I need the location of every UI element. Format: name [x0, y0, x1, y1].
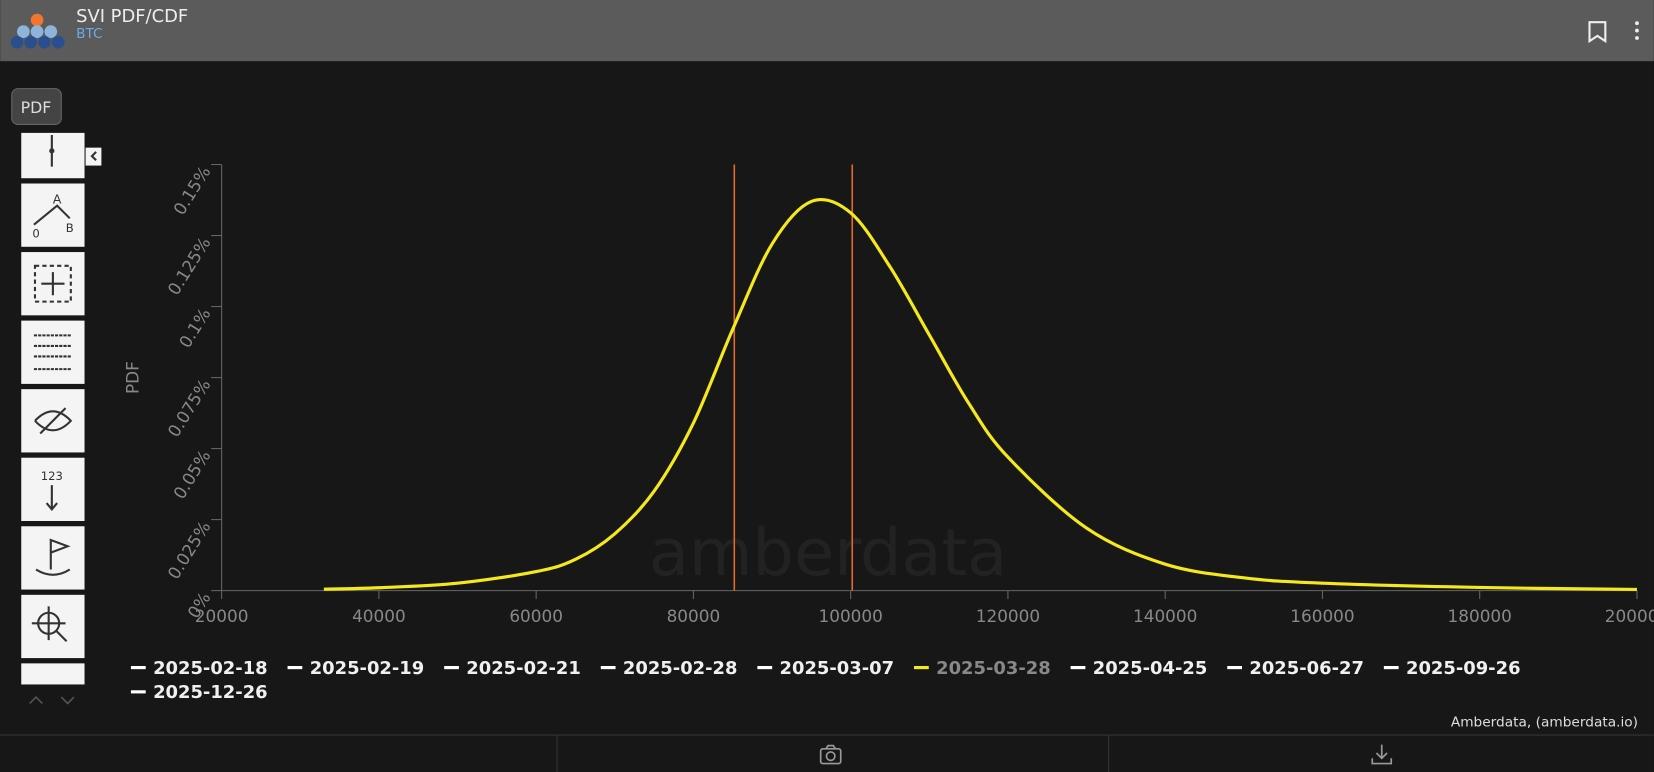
tool-angle-label: B [66, 221, 74, 235]
legend-label[interactable]: 2025-02-19 [310, 658, 425, 679]
legend-label[interactable]: 2025-09-26 [1406, 658, 1521, 679]
mode-button-label: PDF [21, 98, 52, 117]
series-line [323, 197, 1637, 592]
menu-button[interactable] [1635, 21, 1639, 40]
watermark: amberdata [649, 515, 1007, 591]
x-tick-label: 140000 [1133, 606, 1197, 626]
credit: Amberdata, (amberdata.io) [1451, 715, 1638, 731]
tool-horizontal-lines[interactable] [21, 320, 85, 384]
x-tick-label: 40000 [352, 606, 406, 626]
legend-label[interactable]: 2025-02-18 [153, 658, 268, 679]
download-button[interactable] [1371, 744, 1393, 765]
tool-angle-label: 0 [32, 226, 39, 240]
y-axis-label: PDF [122, 361, 142, 394]
tool-numbers-label: 123 [41, 469, 63, 483]
logo [10, 13, 65, 49]
x-tick-label: 100000 [818, 606, 882, 626]
header-title: SVI PDF/CDF [76, 6, 188, 27]
x-tick-label: 160000 [1290, 606, 1354, 626]
legend-label[interactable]: 2025-03-28 [936, 658, 1051, 679]
drawing-toolbar: A 0 B 123 [21, 132, 102, 705]
x-tick-label: 180000 [1448, 606, 1512, 626]
tool-zoom[interactable] [21, 594, 85, 659]
tool-partial[interactable] [21, 663, 85, 685]
legend-label[interactable]: 2025-12-26 [153, 682, 268, 703]
legend-label[interactable]: 2025-03-07 [780, 658, 895, 679]
legend-label[interactable]: 2025-04-25 [1093, 658, 1208, 679]
legend-label[interactable]: 2025-02-28 [623, 658, 738, 679]
header-subtitle: BTC [76, 26, 103, 42]
x-tick-label: 60000 [509, 606, 563, 626]
x-tick-label: 20000 [195, 606, 249, 626]
scroll-arrows[interactable] [29, 696, 75, 705]
mode-button[interactable] [11, 88, 62, 125]
tool-angle[interactable] [21, 183, 85, 247]
legend-label[interactable]: 2025-06-27 [1249, 658, 1364, 679]
x-tick-label: 120000 [976, 606, 1040, 626]
bookmark-button[interactable] [1588, 21, 1607, 44]
screenshot-button[interactable] [819, 744, 842, 765]
tool-flag[interactable] [21, 526, 85, 590]
x-tick-label: 80000 [667, 606, 721, 626]
legend-label[interactable]: 2025-02-21 [466, 658, 581, 679]
plot-area: PDF0%0.025%0.05%0.075%0.1%0.125%0.15%200… [122, 162, 1654, 703]
x-tick-label: 200000 [1605, 606, 1654, 626]
tool-angle-label: A [53, 192, 62, 207]
header-bar [0, 0, 1654, 62]
